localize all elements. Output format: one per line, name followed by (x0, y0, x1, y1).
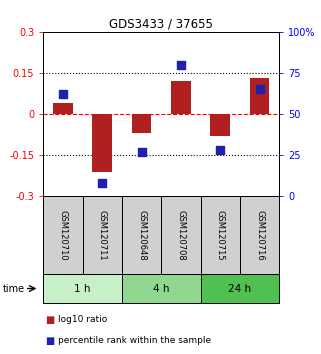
Bar (53, 103, 73, 114)
Text: 4 h: 4 h (153, 284, 169, 293)
FancyBboxPatch shape (83, 196, 122, 274)
FancyBboxPatch shape (43, 274, 122, 303)
Text: GSM120710: GSM120710 (58, 210, 67, 261)
Text: 1 h: 1 h (74, 284, 91, 293)
FancyBboxPatch shape (201, 274, 279, 303)
FancyBboxPatch shape (122, 196, 161, 274)
FancyBboxPatch shape (43, 196, 83, 274)
Bar (211, 114, 230, 136)
Text: ■: ■ (45, 315, 54, 325)
Text: GSM120715: GSM120715 (216, 210, 225, 261)
Text: 24 h: 24 h (228, 284, 252, 293)
Bar (92, 114, 112, 172)
Bar (250, 79, 269, 114)
Point (218, 148, 223, 153)
FancyBboxPatch shape (240, 196, 279, 274)
Text: GSM120708: GSM120708 (177, 210, 186, 261)
FancyBboxPatch shape (122, 274, 201, 303)
Point (139, 149, 144, 155)
Text: percentile rank within the sample: percentile rank within the sample (58, 336, 211, 345)
Text: GSM120711: GSM120711 (98, 210, 107, 261)
Text: GSM120648: GSM120648 (137, 210, 146, 261)
Text: log10 ratio: log10 ratio (58, 315, 107, 324)
Bar (132, 114, 152, 133)
Point (60, 92, 65, 97)
Text: GSM120716: GSM120716 (255, 210, 264, 261)
Point (257, 87, 262, 92)
FancyBboxPatch shape (161, 196, 201, 274)
FancyBboxPatch shape (201, 196, 240, 274)
Text: ■: ■ (45, 336, 54, 346)
Point (178, 62, 184, 68)
Title: GDS3433 / 37655: GDS3433 / 37655 (109, 18, 213, 31)
Text: time: time (3, 284, 25, 293)
Bar (171, 81, 191, 114)
Point (100, 181, 105, 186)
